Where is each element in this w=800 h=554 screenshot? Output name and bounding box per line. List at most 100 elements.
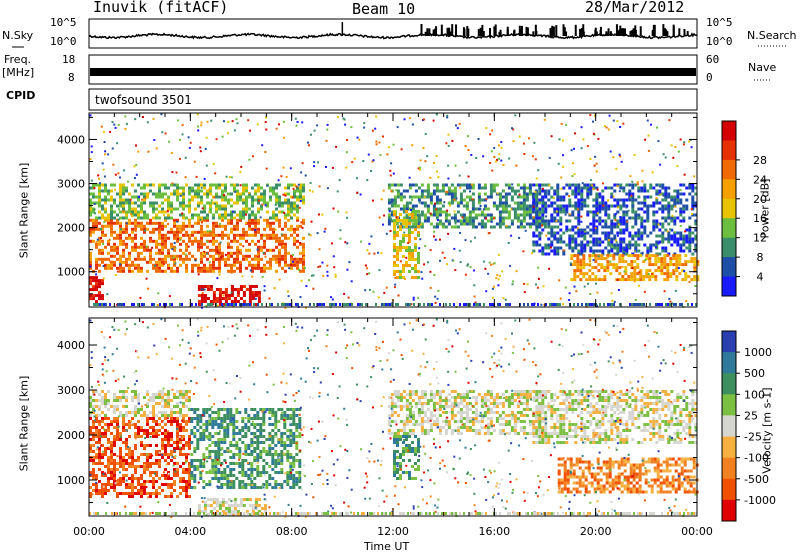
- data-cell: [662, 153, 665, 156]
- data-cell: [603, 266, 607, 270]
- data-cell: [490, 150, 493, 153]
- data-cell: [176, 266, 179, 270]
- data-cell: [239, 198, 242, 202]
- data-cell: [98, 432, 101, 435]
- data-cell: [634, 234, 638, 238]
- data-cell: [257, 303, 259, 306]
- data-cell: [193, 474, 197, 477]
- data-cell: [227, 192, 230, 196]
- data-cell: [263, 285, 266, 288]
- data-cell: [292, 207, 295, 210]
- data-cell: [614, 212, 617, 215]
- data-cell: [122, 468, 125, 471]
- data-cell: [643, 219, 647, 223]
- data-cell: [437, 176, 440, 179]
- data-cell: [240, 165, 243, 168]
- data-cell: [652, 186, 656, 190]
- data-cell: [282, 120, 285, 123]
- data-cell: [562, 303, 564, 306]
- data-cell: [95, 266, 98, 270]
- data-cell: [89, 297, 92, 301]
- data-cell: [239, 236, 242, 240]
- data-cell: [140, 221, 143, 225]
- data-cell: [619, 246, 623, 250]
- data-cell: [110, 447, 113, 450]
- data-cell: [215, 224, 218, 228]
- data-cell: [556, 237, 560, 241]
- data-cell: [191, 213, 194, 217]
- data-cell: [344, 241, 347, 244]
- data-cell: [677, 267, 680, 269]
- data-cell: [299, 192, 302, 196]
- data-cell: [176, 195, 179, 199]
- data-cell: [601, 182, 604, 185]
- data-cell: [370, 170, 373, 172]
- data-cell: [188, 477, 191, 480]
- data-cell: [396, 270, 399, 273]
- data-cell: [283, 211, 286, 214]
- data-cell: [249, 269, 252, 272]
- data-cell: [134, 435, 137, 438]
- data-cell: [98, 285, 101, 289]
- data-cell: [122, 414, 125, 417]
- data-cell: [535, 177, 538, 180]
- data-cell: [170, 444, 173, 447]
- data-cell: [112, 163, 115, 166]
- data-cell: [188, 444, 191, 447]
- data-cell: [540, 303, 543, 306]
- data-cell: [285, 176, 288, 178]
- data-cell: [164, 483, 167, 486]
- data-cell: [116, 270, 119, 273]
- data-cell: [631, 234, 635, 238]
- data-cell: [350, 280, 353, 283]
- data-cell: [285, 303, 287, 306]
- data-cell: [685, 300, 688, 302]
- data-cell: [95, 486, 98, 489]
- data-cell: [532, 219, 536, 223]
- data-cell: [471, 183, 475, 187]
- data-cell: [330, 296, 333, 299]
- data-cell: [125, 447, 128, 450]
- data-cell: [574, 216, 578, 220]
- data-cell: [447, 144, 450, 147]
- data-cell: [441, 183, 445, 187]
- data-cell: [299, 200, 302, 202]
- data-cell: [581, 182, 584, 185]
- data-cell: [223, 438, 227, 441]
- data-cell: [594, 278, 598, 282]
- data-cell: [574, 225, 578, 229]
- data-cell: [678, 257, 682, 261]
- data-cell: [92, 276, 95, 280]
- data-cell: [125, 405, 128, 408]
- data-cell: [622, 186, 626, 190]
- data-cell: [191, 195, 194, 199]
- data-cell: [477, 138, 480, 140]
- data-cell: [197, 266, 200, 270]
- data-cell: [518, 236, 521, 239]
- data-cell: [125, 216, 128, 220]
- data-cell: [170, 459, 173, 462]
- data-cell: [362, 160, 365, 162]
- power-colorbar-segment: [722, 121, 736, 141]
- data-cell: [396, 252, 399, 255]
- data-cell: [236, 189, 239, 193]
- data-cell: [230, 269, 233, 273]
- data-cell: [155, 239, 158, 243]
- data-cell: [110, 254, 113, 258]
- data-cell: [577, 183, 581, 187]
- data-cell: [453, 198, 456, 201]
- data-cell: [399, 249, 402, 252]
- data-cell: [221, 218, 224, 222]
- data-cell: [232, 414, 236, 417]
- data-cell: [420, 189, 424, 193]
- data-cell: [230, 176, 233, 179]
- data-cell: [95, 245, 98, 249]
- data-cell: [630, 263, 634, 267]
- data-cell: [95, 257, 98, 261]
- cpid-panel-frame: [88, 88, 698, 111]
- data-cell: [182, 480, 185, 483]
- data-cell: [194, 259, 197, 262]
- data-cell: [236, 266, 239, 270]
- data-cell: [599, 303, 601, 306]
- data-cell: [107, 192, 110, 196]
